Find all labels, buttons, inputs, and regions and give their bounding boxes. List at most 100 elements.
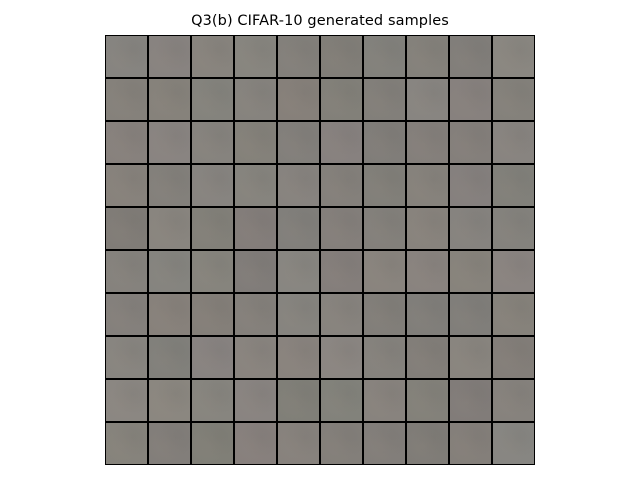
sample-tile	[407, 165, 448, 206]
sample-tile	[321, 208, 362, 249]
sample-tile	[493, 165, 534, 206]
sample-tile	[278, 79, 319, 120]
sample-tile	[278, 36, 319, 77]
sample-tile	[364, 337, 405, 378]
sample-tile	[278, 251, 319, 292]
sample-tile	[407, 208, 448, 249]
sample-tile	[192, 165, 233, 206]
sample-tile	[407, 36, 448, 77]
sample-tile	[149, 208, 190, 249]
sample-tile	[364, 36, 405, 77]
sample-tile	[235, 294, 276, 335]
sample-tile	[192, 251, 233, 292]
sample-tile	[106, 36, 147, 77]
sample-tile	[450, 122, 491, 163]
sample-tile	[106, 208, 147, 249]
sample-tile	[450, 208, 491, 249]
sample-tile	[493, 79, 534, 120]
sample-tile	[235, 208, 276, 249]
sample-tile	[192, 423, 233, 464]
sample-tile	[235, 337, 276, 378]
sample-tile	[149, 423, 190, 464]
sample-tile	[493, 380, 534, 421]
sample-tile	[321, 337, 362, 378]
sample-tile	[450, 165, 491, 206]
sample-tile	[407, 122, 448, 163]
sample-tile	[407, 337, 448, 378]
sample-tile	[450, 423, 491, 464]
sample-tile	[407, 380, 448, 421]
figure-title: Q3(b) CIFAR-10 generated samples	[191, 13, 449, 29]
sample-tile	[450, 380, 491, 421]
sample-tile	[364, 251, 405, 292]
sample-tile	[192, 208, 233, 249]
sample-tile	[493, 122, 534, 163]
sample-tile	[278, 208, 319, 249]
sample-tile	[321, 251, 362, 292]
sample-tile	[106, 423, 147, 464]
sample-tile	[278, 423, 319, 464]
sample-tile	[407, 79, 448, 120]
sample-tile	[278, 380, 319, 421]
sample-image-grid	[105, 35, 535, 465]
sample-tile	[149, 380, 190, 421]
sample-tile	[149, 165, 190, 206]
sample-tile	[364, 423, 405, 464]
sample-tile	[364, 380, 405, 421]
sample-tile	[106, 294, 147, 335]
sample-tile	[192, 79, 233, 120]
sample-tile	[364, 122, 405, 163]
sample-tile	[106, 122, 147, 163]
sample-tile	[106, 79, 147, 120]
sample-tile	[493, 337, 534, 378]
sample-tile	[149, 79, 190, 120]
sample-tile	[321, 165, 362, 206]
sample-tile	[493, 423, 534, 464]
sample-tile	[450, 79, 491, 120]
sample-tile	[192, 122, 233, 163]
sample-tile	[321, 122, 362, 163]
sample-tile	[235, 423, 276, 464]
sample-tile	[450, 36, 491, 77]
sample-tile	[450, 294, 491, 335]
sample-tile	[364, 165, 405, 206]
sample-tile	[149, 36, 190, 77]
sample-tile	[149, 337, 190, 378]
sample-tile	[192, 380, 233, 421]
sample-tile	[278, 294, 319, 335]
sample-tile	[106, 165, 147, 206]
sample-tile	[364, 294, 405, 335]
sample-grid	[106, 36, 534, 464]
sample-tile	[321, 294, 362, 335]
sample-tile	[450, 337, 491, 378]
sample-tile	[106, 380, 147, 421]
sample-tile	[450, 251, 491, 292]
sample-tile	[321, 423, 362, 464]
sample-tile	[321, 36, 362, 77]
sample-tile	[235, 79, 276, 120]
sample-tile	[407, 423, 448, 464]
sample-tile	[278, 122, 319, 163]
sample-tile	[364, 208, 405, 249]
sample-tile	[192, 337, 233, 378]
sample-tile	[493, 251, 534, 292]
sample-tile	[149, 294, 190, 335]
sample-tile	[192, 294, 233, 335]
sample-tile	[493, 36, 534, 77]
sample-tile	[149, 251, 190, 292]
sample-tile	[235, 165, 276, 206]
sample-tile	[407, 251, 448, 292]
sample-tile	[321, 79, 362, 120]
sample-tile	[407, 294, 448, 335]
sample-tile	[235, 122, 276, 163]
sample-tile	[192, 36, 233, 77]
sample-tile	[493, 294, 534, 335]
sample-tile	[364, 79, 405, 120]
sample-tile	[235, 251, 276, 292]
sample-tile	[235, 36, 276, 77]
sample-tile	[278, 165, 319, 206]
sample-tile	[321, 380, 362, 421]
sample-tile	[106, 337, 147, 378]
sample-tile	[149, 122, 190, 163]
